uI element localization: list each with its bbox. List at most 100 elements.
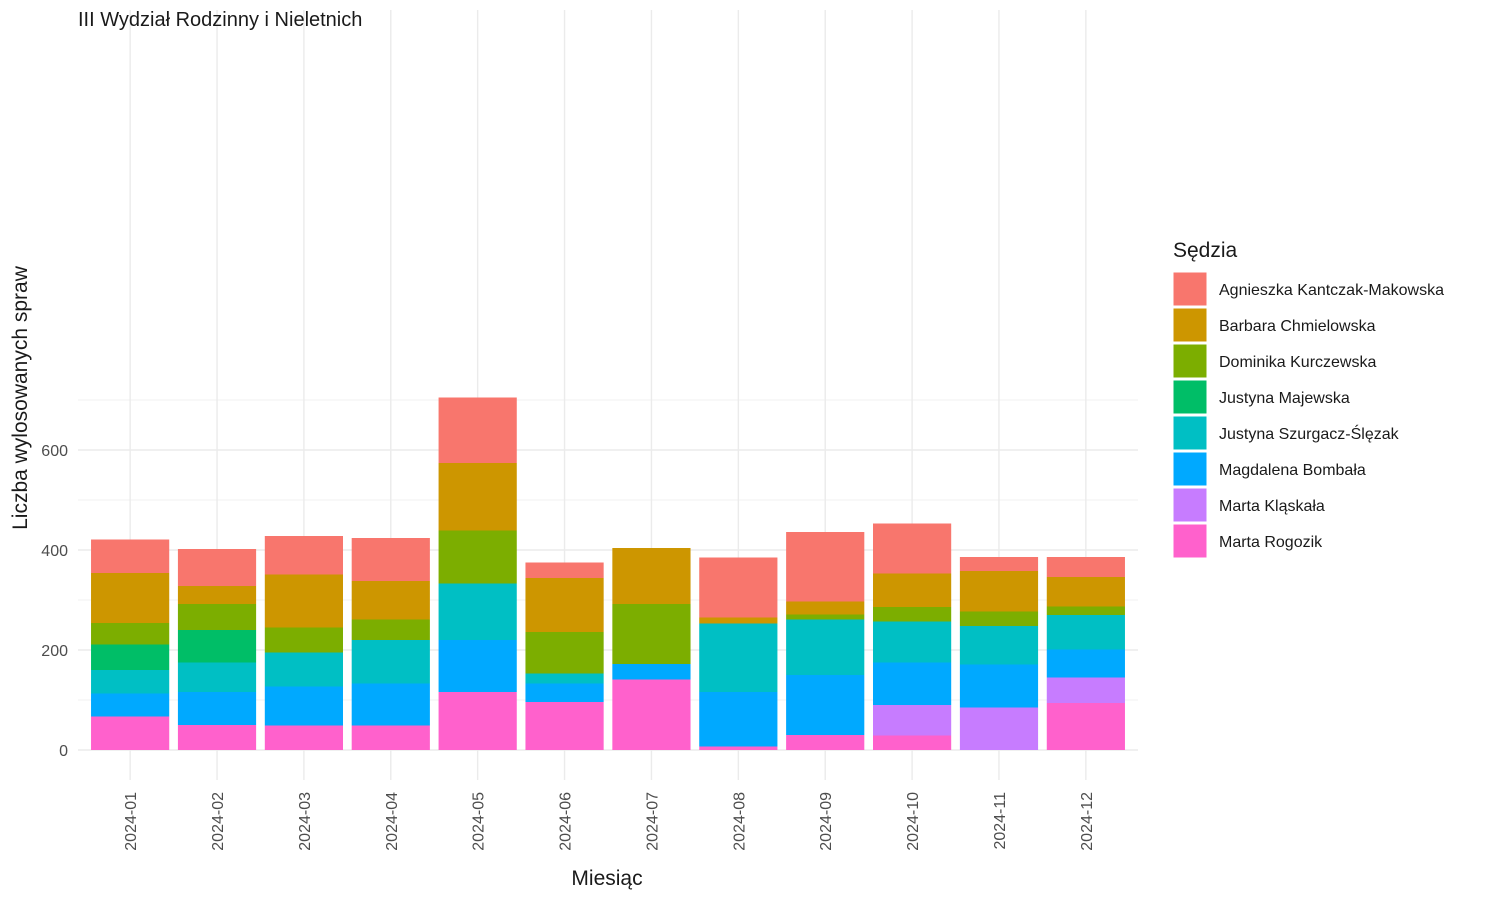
x-axis-ticks: 2024-01 2024-02 2024-03 2024-04 2024-05 2024-… (123, 792, 1096, 851)
bar-segment (351, 640, 430, 684)
x-axis-title: Miesiąc (571, 867, 642, 890)
bar-segment (1046, 557, 1125, 577)
bar-segment (699, 617, 778, 624)
bar-segment (525, 632, 604, 674)
bar-segment (525, 562, 604, 578)
legend-items: Agnieszka Kantczak-Makowska Barbara Chmie… (1172, 271, 1444, 559)
bar-segment (525, 578, 604, 632)
bar-segment (177, 630, 257, 663)
x-tick-label: 2024-09 (818, 792, 835, 851)
bar-segment (264, 627, 343, 653)
y-tick-label: 400 (41, 543, 68, 560)
bar-segment (351, 725, 430, 750)
bar-segment (1046, 649, 1125, 678)
legend-swatch (1172, 307, 1208, 343)
bar-segment (264, 686, 343, 726)
bar-segment (525, 683, 604, 702)
x-tick-label: 2024-11 (992, 792, 1009, 850)
bar-segment (525, 702, 604, 750)
bar-segment (1046, 677, 1125, 703)
legend-swatch (1172, 487, 1208, 523)
bar-segment (177, 604, 257, 630)
legend-label: Dominika Kurczewska (1219, 354, 1376, 371)
bar-segment (1046, 577, 1125, 607)
y-tick-label: 600 (41, 443, 68, 460)
bar-segment (1046, 615, 1125, 650)
bar-segment (264, 574, 343, 628)
bar-segment (873, 523, 952, 574)
bar-segment (612, 664, 691, 680)
bar-segment (1046, 606, 1125, 615)
bar-segment (351, 581, 430, 620)
bar-segment (264, 725, 343, 750)
bar-segment (699, 692, 778, 747)
legend-title: Sędzia (1173, 239, 1238, 262)
legend-swatch (1172, 451, 1208, 487)
bar-segment (612, 679, 691, 750)
legend-label: Justyna Majewska (1219, 390, 1350, 407)
bar-segment (91, 716, 170, 750)
bar-segment (264, 652, 343, 687)
legend-swatch (1172, 379, 1208, 415)
bar-segment (873, 573, 952, 607)
bar-segment (177, 549, 257, 586)
bar-segment (438, 530, 517, 584)
bar-segment (612, 548, 691, 604)
bar-segment (351, 683, 430, 726)
bar-segment (873, 735, 952, 750)
legend-label: Marta Rogozik (1219, 534, 1323, 551)
bar-segment (873, 607, 952, 622)
bar-segment (351, 538, 430, 581)
y-axis-title: Liczba wylosowanych spraw (9, 265, 32, 530)
bar-segment (91, 644, 170, 670)
legend: Sędzia Agnieszka Kantczak-Makowska Barbar… (1172, 239, 1444, 559)
legend-swatch (1172, 343, 1208, 379)
bar-segment (177, 586, 257, 604)
bar-segment (525, 673, 604, 684)
bar-segment (177, 692, 257, 725)
bar-segment (786, 675, 865, 735)
bar-segment (959, 664, 1039, 708)
x-tick-label: 2024-10 (905, 792, 922, 851)
bar-segment (959, 611, 1039, 626)
x-tick-label: 2024-04 (384, 792, 401, 851)
bar-segment (959, 557, 1039, 571)
chart-title: III Wydział Rodzinny i Nieletnich (78, 9, 362, 31)
bar-segment (91, 670, 170, 694)
legend-swatch (1172, 523, 1208, 559)
bar-segment (177, 725, 257, 750)
x-tick-label: 2024-03 (297, 792, 314, 851)
bar-segment (699, 746, 778, 750)
bar-segment (91, 693, 170, 717)
bar-segment (786, 601, 865, 615)
bars (91, 397, 1125, 750)
legend-label: Marta Kląskała (1219, 498, 1325, 515)
x-tick-label: 2024-02 (210, 792, 227, 851)
bar-segment (959, 707, 1039, 750)
x-tick-label: 2024-06 (558, 792, 575, 851)
y-tick-label: 200 (41, 643, 68, 660)
bar-segment (786, 614, 865, 620)
legend-swatch (1172, 415, 1208, 451)
legend-label: Agnieszka Kantczak-Makowska (1219, 282, 1444, 299)
bar-segment (91, 623, 170, 645)
bar-segment (438, 463, 517, 531)
bar-segment (873, 662, 952, 705)
y-tick-label: 0 (59, 743, 68, 760)
x-tick-label: 2024-01 (123, 792, 140, 851)
legend-label: Barbara Chmielowska (1219, 318, 1376, 335)
bar-segment (177, 662, 257, 692)
bar-segment (699, 623, 778, 692)
bar-segment (264, 536, 343, 575)
legend-swatch (1172, 271, 1208, 307)
bar-segment (438, 692, 517, 750)
bar-segment (786, 532, 865, 602)
bar-segment (959, 571, 1039, 612)
bar-segment (873, 621, 952, 663)
y-axis-ticks: 0 200 400 600 (41, 443, 68, 760)
bar-segment (959, 626, 1039, 665)
bar-segment (438, 583, 517, 640)
x-tick-label: 2024-12 (1079, 792, 1096, 851)
bar-segment (91, 539, 170, 573)
